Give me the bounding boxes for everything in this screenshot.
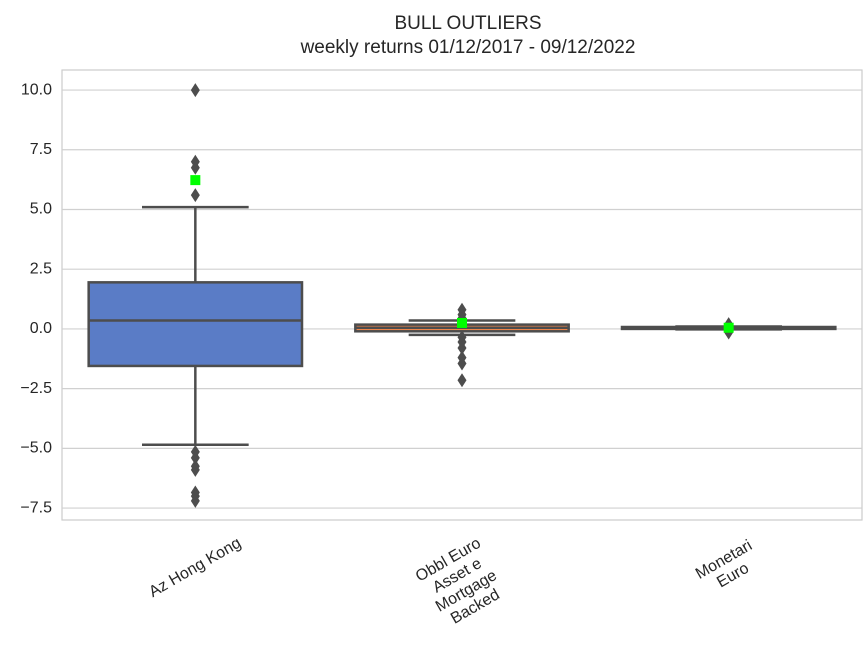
chart-subtitle: weekly returns 01/12/2017 - 09/12/2022 <box>300 37 636 58</box>
box <box>87 281 304 368</box>
y-tick-label: 10.0 <box>21 81 52 98</box>
outlier <box>190 462 200 477</box>
mean-marker <box>723 322 734 333</box>
y-tick-label: 0.0 <box>30 320 52 337</box>
outlier <box>190 450 200 465</box>
x-tick-label: Az Hong Kong <box>146 535 244 601</box>
y-tick-label: 2.5 <box>30 260 52 277</box>
y-tick-label: 7.5 <box>30 141 52 158</box>
y-tick-label: −7.5 <box>20 499 52 516</box>
outlier <box>457 341 467 356</box>
outlier <box>190 83 200 98</box>
outlier <box>190 493 200 508</box>
outlier <box>190 188 200 203</box>
x-tick-label-group: Az Hong Kong <box>146 535 244 601</box>
outlier <box>457 356 467 371</box>
plot-frame <box>61 69 863 521</box>
y-tick-label: 5.0 <box>30 201 52 218</box>
mean-marker <box>190 175 201 186</box>
y-tick-label: −5.0 <box>20 440 52 457</box>
y-tick-label: −2.5 <box>20 380 52 397</box>
mean-marker <box>457 317 467 328</box>
outlier <box>457 373 467 388</box>
chart-title: BULL OUTLIERS <box>394 13 541 34</box>
outlier <box>190 160 200 175</box>
